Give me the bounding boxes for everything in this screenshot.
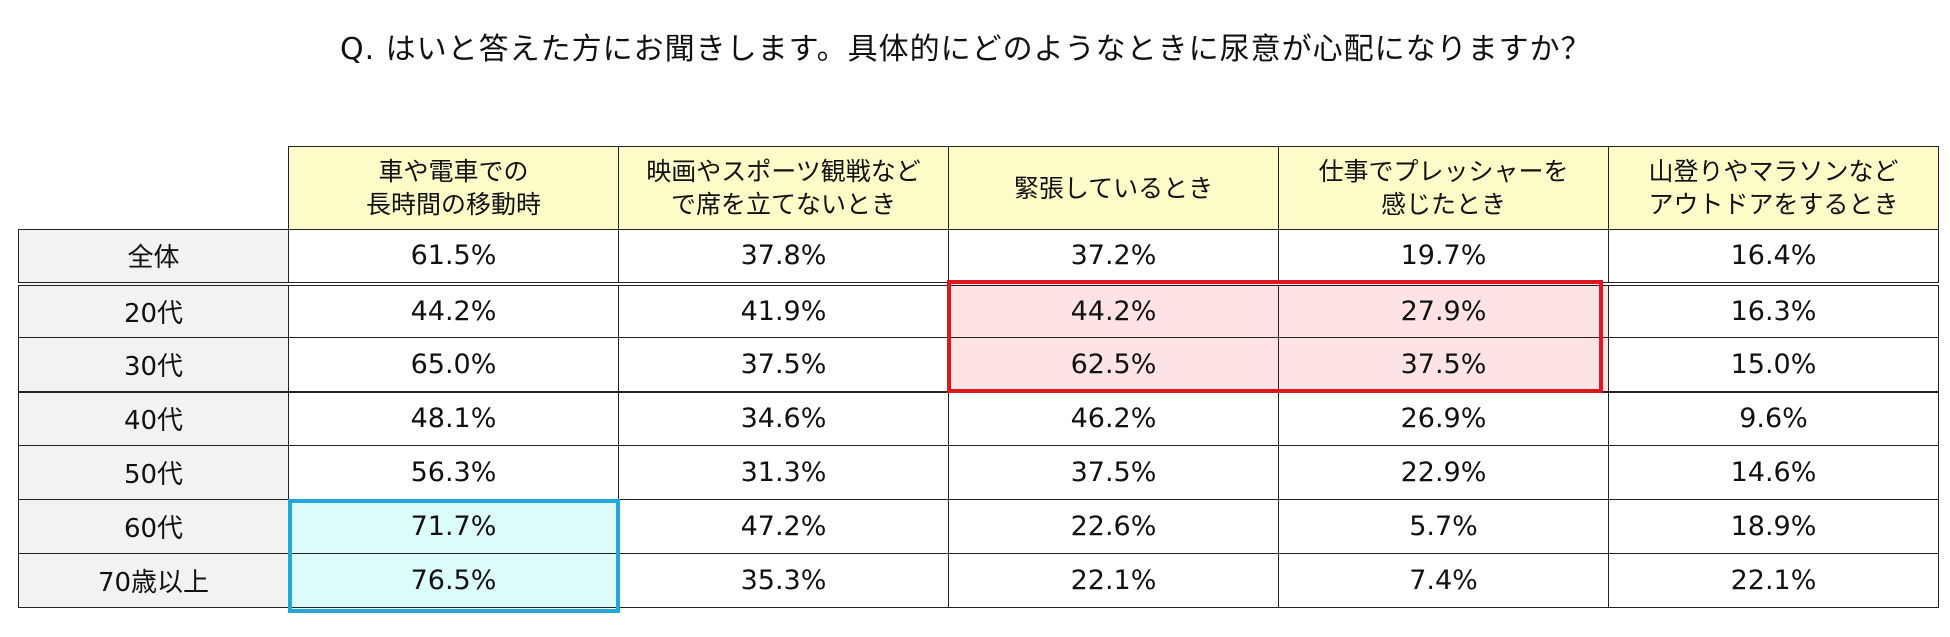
- table-cell-highlighted: 62.5%: [948, 337, 1279, 392]
- table-cell: 22.9%: [1278, 445, 1609, 500]
- table-row: 40代 48.1% 34.6% 46.2% 26.9% 9.6%: [18, 390, 1939, 446]
- column-header-line: 山登りやマラソンなど: [1648, 157, 1899, 186]
- column-header-line: 長時間の移動時: [365, 190, 541, 219]
- column-header-line: 映画やスポーツ観戦など: [646, 157, 921, 186]
- table-cell: 61.5%: [288, 229, 619, 284]
- column-header-line: 緊張しているとき: [1013, 173, 1214, 203]
- table-cell: 37.2%: [948, 229, 1279, 284]
- question-title: Q. はいと答えた方にお聞きします。具体的にどのようなときに尿意が心配になります…: [340, 32, 1592, 67]
- table-cell: 37.5%: [948, 445, 1279, 500]
- row-label: 40代: [18, 390, 289, 446]
- table-cell: 35.3%: [618, 553, 949, 608]
- table-cell: 16.3%: [1608, 281, 1939, 338]
- table-row: 20代 44.2% 41.9% 44.2% 27.9% 16.3%: [18, 281, 1939, 338]
- table-cell: 22.1%: [948, 553, 1279, 608]
- row-label: 70歳以上: [18, 553, 289, 608]
- table-cell-highlighted: 44.2%: [948, 281, 1279, 338]
- table-cell: 5.7%: [1278, 499, 1609, 554]
- table-cell: 22.1%: [1608, 553, 1939, 608]
- column-header: 仕事でプレッシャーを 感じたとき: [1278, 146, 1609, 230]
- survey-table: 車や電車での 長時間の移動時 映画やスポーツ観戦など で席を立てないとき 緊張し…: [18, 146, 1939, 608]
- table-cell: 47.2%: [618, 499, 949, 554]
- table-row: 50代 56.3% 31.3% 37.5% 22.9% 14.6%: [18, 445, 1939, 500]
- table-row: 全体 61.5% 37.8% 37.2% 19.7% 16.4%: [18, 229, 1939, 284]
- column-header: 緊張しているとき: [948, 146, 1279, 230]
- row-label: 全体: [18, 229, 289, 284]
- row-label: 30代: [18, 337, 289, 392]
- table-cell: 16.4%: [1608, 229, 1939, 284]
- table-cell-highlighted: 27.9%: [1278, 281, 1609, 338]
- table-cell: 56.3%: [288, 445, 619, 500]
- table-cell: 37.5%: [618, 337, 949, 392]
- table-cell: 19.7%: [1278, 229, 1609, 284]
- table-cell: 37.8%: [618, 229, 949, 284]
- column-header-line: 仕事でプレッシャーを: [1318, 157, 1569, 186]
- table-cell: 48.1%: [288, 390, 619, 446]
- row-label: 60代: [18, 499, 289, 554]
- table-cell: 65.0%: [288, 337, 619, 392]
- table-cell: 22.6%: [948, 499, 1279, 554]
- corner-cell: [19, 147, 289, 230]
- column-header-line: で席を立てないとき: [670, 190, 896, 219]
- table-cell: 41.9%: [618, 281, 949, 338]
- table-cell: 26.9%: [1278, 390, 1609, 446]
- column-header: 映画やスポーツ観戦など で席を立てないとき: [618, 146, 949, 230]
- column-header-line: アウトドアをするとき: [1648, 190, 1899, 219]
- table-cell: 15.0%: [1608, 337, 1939, 392]
- column-header-line: 感じたとき: [1380, 190, 1506, 219]
- row-label: 20代: [18, 281, 289, 338]
- row-label: 50代: [18, 445, 289, 500]
- table-cell: 46.2%: [948, 390, 1279, 446]
- table-row: 70歳以上 76.5% 35.3% 22.1% 7.4% 22.1%: [18, 553, 1939, 608]
- column-header: 山登りやマラソンなど アウトドアをするとき: [1608, 146, 1939, 230]
- table-row: 30代 65.0% 37.5% 62.5% 37.5% 15.0%: [18, 337, 1939, 392]
- table-cell-highlighted: 76.5%: [288, 553, 619, 608]
- table-cell: 14.6%: [1608, 445, 1939, 500]
- table-cell: 7.4%: [1278, 553, 1609, 608]
- header-row: 車や電車での 長時間の移動時 映画やスポーツ観戦など で席を立てないとき 緊張し…: [19, 146, 1939, 230]
- table-cell-highlighted: 71.7%: [288, 499, 619, 554]
- table-cell: 34.6%: [618, 390, 949, 446]
- column-header: 車や電車での 長時間の移動時: [288, 146, 619, 230]
- table-cell: 9.6%: [1608, 390, 1939, 446]
- table-cell-highlighted: 37.5%: [1278, 337, 1609, 392]
- table-cell: 31.3%: [618, 445, 949, 500]
- table-cell: 18.9%: [1608, 499, 1939, 554]
- table-row: 60代 71.7% 47.2% 22.6% 5.7% 18.9%: [18, 499, 1939, 554]
- column-header-line: 車や電車での: [378, 157, 529, 186]
- table-cell: 44.2%: [288, 281, 619, 338]
